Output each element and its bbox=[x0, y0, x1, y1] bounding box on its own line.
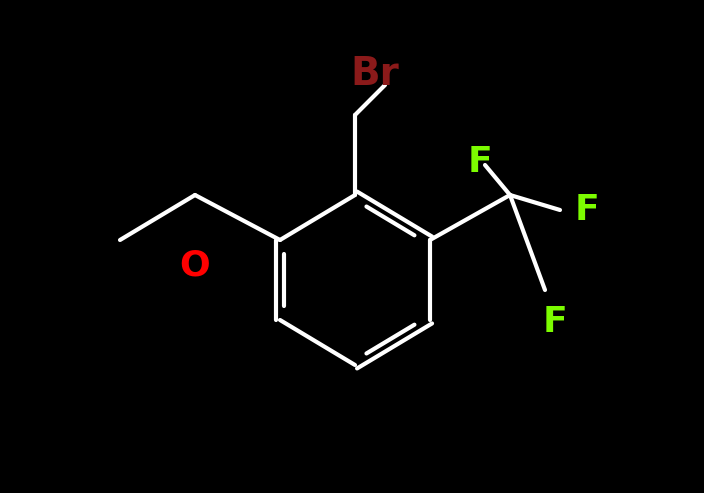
Text: F: F bbox=[467, 145, 492, 179]
Text: F: F bbox=[543, 305, 567, 339]
Text: Br: Br bbox=[351, 55, 399, 93]
Text: F: F bbox=[575, 193, 600, 227]
Text: O: O bbox=[180, 248, 210, 282]
